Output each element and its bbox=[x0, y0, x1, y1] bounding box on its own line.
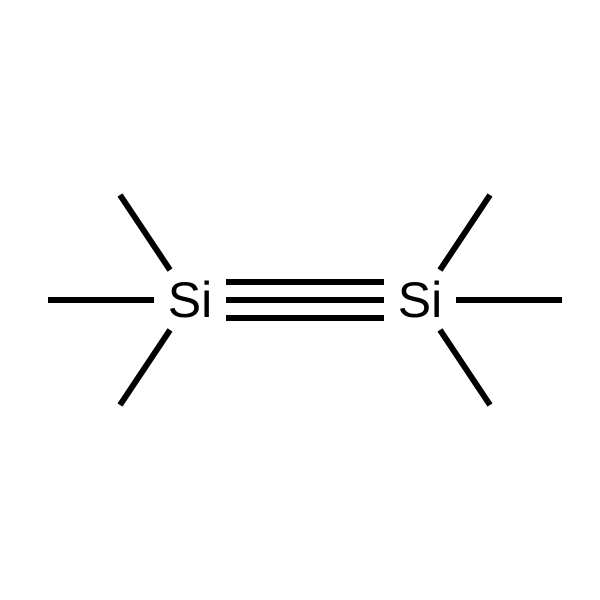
atom-label-si1: Si bbox=[168, 272, 212, 328]
bond-line bbox=[440, 195, 490, 270]
bond-line bbox=[120, 195, 170, 270]
molecular-structure-diagram: Si Si bbox=[0, 0, 600, 600]
bond-line bbox=[440, 330, 490, 405]
atom-label-si2: Si bbox=[398, 272, 442, 328]
bond-line bbox=[120, 330, 170, 405]
